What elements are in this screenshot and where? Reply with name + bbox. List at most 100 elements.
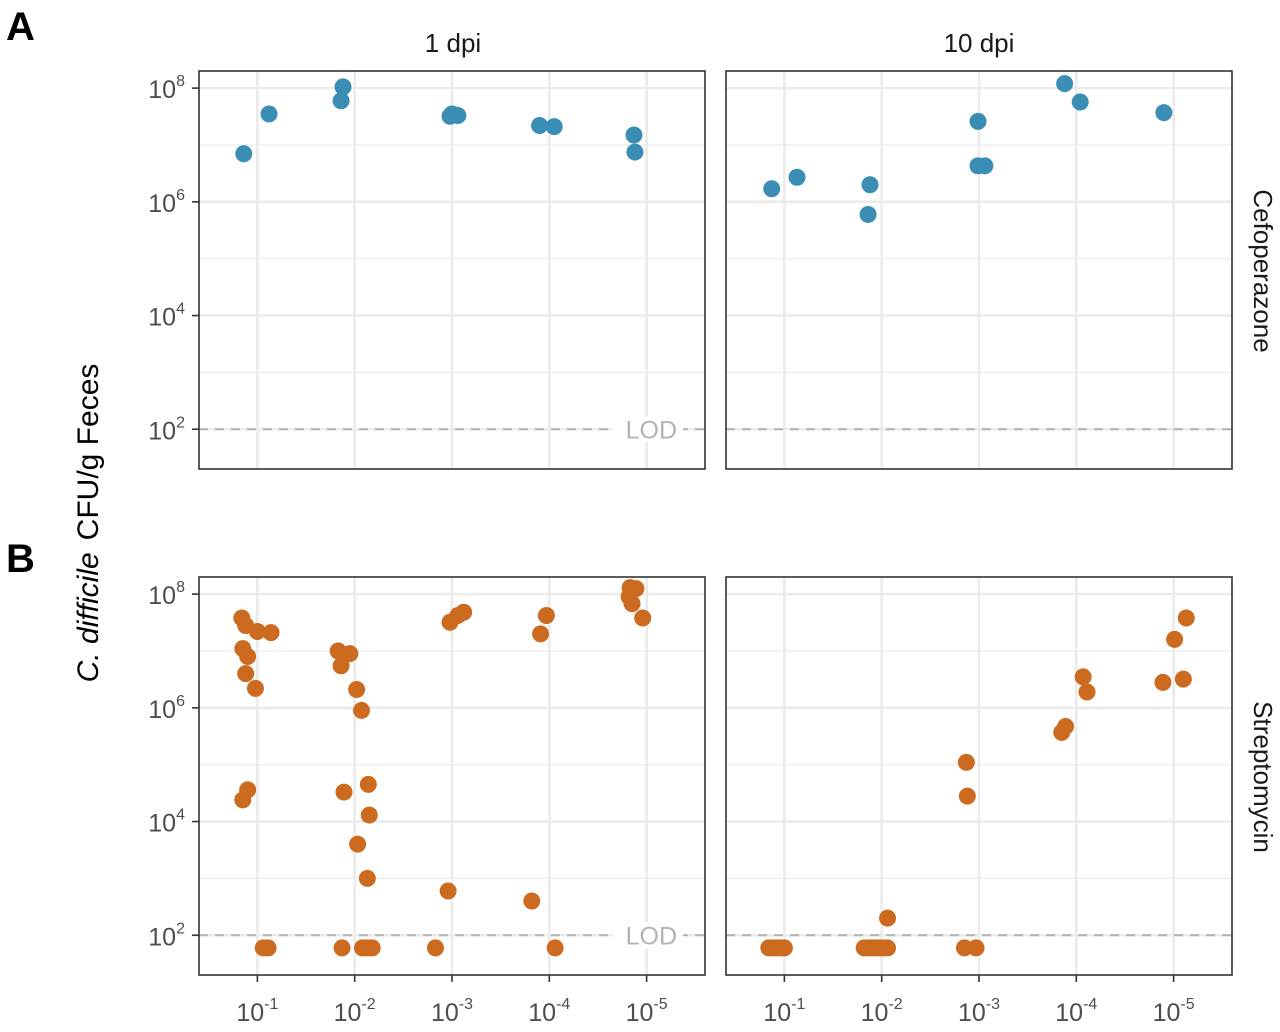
data-point (623, 595, 641, 613)
data-point (248, 623, 266, 641)
data-point (426, 939, 444, 957)
data-point (333, 939, 351, 957)
data-point (348, 681, 366, 699)
data-point (239, 781, 257, 799)
data-point (1056, 75, 1074, 93)
data-point (861, 176, 879, 194)
y-tick-base: 10 (148, 417, 176, 445)
panel-letter-a: A (6, 5, 35, 49)
data-point (879, 909, 897, 927)
y-tick-base: 10 (148, 304, 176, 332)
data-point (1074, 668, 1092, 686)
x-tick-exponent: -4 (1083, 996, 1097, 1013)
y-tick-base: 10 (148, 190, 176, 218)
data-point (259, 939, 277, 957)
column-label-10dpi: 10 dpi (944, 28, 1015, 58)
data-point (260, 105, 278, 123)
x-tick-label: 10-5 (1153, 996, 1195, 1027)
data-point (955, 939, 973, 957)
data-point (546, 939, 564, 957)
x-tick-label: 10-2 (334, 996, 376, 1027)
x-tick-label: 10-1 (763, 996, 805, 1027)
lod-label: LOD (626, 416, 677, 444)
data-point (859, 205, 877, 223)
x-tick-base: 10 (1153, 999, 1181, 1027)
y-tick-exponent: 4 (176, 301, 185, 318)
y-tick-exponent: 8 (176, 579, 185, 596)
x-tick-label: 10-1 (236, 996, 278, 1027)
panel-letter-b: B (6, 537, 35, 581)
y-axis-title: C. difficile CFU/g Feces (72, 364, 105, 683)
x-tick-base: 10 (528, 999, 556, 1027)
panel-border (198, 70, 706, 470)
column-label-1dpi: 1 dpi (425, 28, 481, 58)
y-tick-base: 10 (148, 76, 176, 104)
data-point (334, 78, 352, 96)
data-point (626, 143, 644, 161)
data-point (235, 145, 253, 163)
x-tick-exponent: -2 (888, 996, 902, 1013)
x-tick-label: 10-5 (626, 996, 668, 1027)
data-point (358, 869, 376, 887)
data-point (1177, 609, 1195, 627)
data-point (262, 624, 280, 642)
y-tick-exponent: 6 (176, 187, 185, 204)
data-point (360, 806, 378, 824)
data-point (363, 939, 381, 957)
row-label-streptomycin: Streptomycin (1248, 701, 1278, 853)
data-point (1166, 630, 1184, 648)
y-tick-label: 106 (148, 187, 185, 218)
x-tick-base: 10 (626, 999, 654, 1027)
data-point (634, 609, 652, 627)
y-tick-label: 102 (148, 414, 185, 445)
y-tick-base: 10 (148, 923, 176, 951)
data-point (246, 679, 264, 697)
y-tick-exponent: 2 (176, 920, 185, 937)
x-tick-exponent: -1 (791, 996, 805, 1013)
x-tick-label: 10-2 (861, 996, 903, 1027)
panel-streptomycin-10dpi: 10-1 10-2 10-3 10-4 10-5 (725, 576, 1233, 1027)
data-point (788, 168, 806, 186)
y-tick-label: 106 (148, 693, 185, 724)
y-axis-title-rest: CFU/g Feces (72, 364, 105, 541)
points (763, 75, 1173, 223)
data-point (1155, 104, 1173, 122)
x-tick-exponent: -4 (556, 996, 570, 1013)
data-point (353, 701, 371, 719)
x-tick-base: 10 (431, 999, 459, 1027)
data-point (359, 775, 377, 793)
x-tick-exponent: -5 (653, 996, 667, 1013)
data-point (439, 882, 457, 900)
x-tick-label: 10-3 (431, 996, 473, 1027)
data-point (763, 180, 781, 198)
x-tick-exponent: -2 (361, 996, 375, 1013)
x-tick-base: 10 (958, 999, 986, 1027)
x-tick-exponent: -5 (1180, 996, 1194, 1013)
y-tick-base: 10 (148, 582, 176, 610)
data-point (332, 92, 350, 110)
data-point (349, 835, 367, 853)
x-tick-label: 10-4 (1055, 996, 1097, 1027)
data-point (1071, 93, 1089, 111)
x-tick-label: 10-3 (958, 996, 1000, 1027)
data-point (967, 939, 985, 957)
y-tick-label: 108 (148, 579, 185, 610)
data-point (958, 787, 976, 805)
data-point (532, 625, 550, 643)
data-point (449, 106, 467, 124)
y-tick-exponent: 8 (176, 73, 185, 90)
points (760, 609, 1195, 957)
y-tick-exponent: 4 (176, 807, 185, 824)
data-point (545, 118, 563, 136)
x-tick-exponent: -3 (459, 996, 473, 1013)
data-point (239, 647, 257, 665)
panel-cefoperazone-10dpi (725, 70, 1233, 470)
lod-label-bg (613, 922, 683, 949)
data-point (237, 665, 255, 683)
points (233, 579, 652, 957)
data-point (341, 645, 359, 663)
y-tick-label: 108 (148, 73, 185, 104)
